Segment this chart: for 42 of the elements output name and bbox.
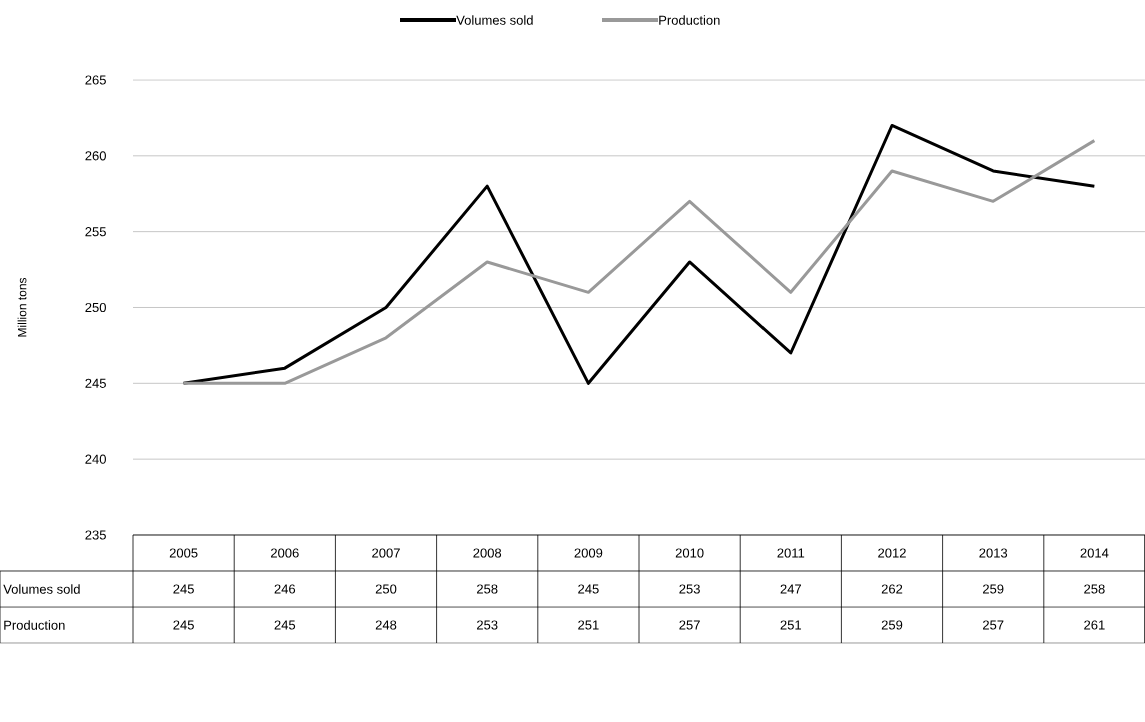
data-label: 259 — [983, 584, 1004, 594]
data-label: 253 — [679, 584, 700, 594]
text: Production — [4, 620, 65, 630]
y-tick-label: 260 — [85, 151, 106, 161]
data-label: 247 — [780, 584, 801, 594]
text: Volumes sold — [3, 584, 80, 594]
data-label: 251 — [578, 620, 599, 630]
legend-label: Volumes sold — [456, 15, 533, 25]
data-label: 257 — [983, 620, 1004, 630]
x-tick-label: 2013 — [979, 548, 1008, 558]
y-tick-label: 245 — [85, 378, 106, 388]
y-tick-label: 235 — [85, 530, 106, 540]
x-tick-label: 2010 — [675, 548, 704, 558]
data-label: 261 — [1084, 620, 1105, 630]
data-label: 245 — [173, 584, 194, 594]
data-label: 250 — [375, 584, 397, 594]
data-label: 258 — [1084, 584, 1105, 594]
x-tick-label: 2006 — [271, 548, 299, 558]
x-tick-label: 2007 — [372, 548, 400, 558]
data-label: 246 — [274, 584, 296, 594]
y-tick-label: 250 — [85, 302, 106, 313]
data-label: 253 — [477, 620, 498, 630]
data-label: 245 — [578, 584, 599, 594]
x-tick-label: 2005 — [169, 548, 198, 558]
y-axis-title: Million tons — [17, 277, 27, 337]
data-label: 245 — [173, 620, 194, 630]
data-label: 257 — [679, 620, 700, 630]
legend-label: Production — [659, 15, 720, 25]
data-label: 259 — [881, 620, 903, 630]
data-label: 245 — [274, 620, 296, 630]
x-tick-label: 2009 — [574, 548, 603, 558]
y-tick-label: 240 — [85, 454, 106, 464]
x-tick-label: 2011 — [777, 548, 805, 558]
y-tick-label: 255 — [85, 227, 106, 237]
y-tick-label: 265 — [85, 75, 106, 85]
x-tick-label: 2008 — [473, 548, 502, 558]
data-label: 251 — [780, 620, 802, 630]
x-tick-label: 2014 — [1080, 548, 1109, 558]
data-label: 248 — [375, 620, 397, 630]
x-tick-label: 2012 — [878, 548, 906, 558]
data-label: 258 — [477, 584, 498, 594]
data-label: 262 — [881, 584, 903, 594]
